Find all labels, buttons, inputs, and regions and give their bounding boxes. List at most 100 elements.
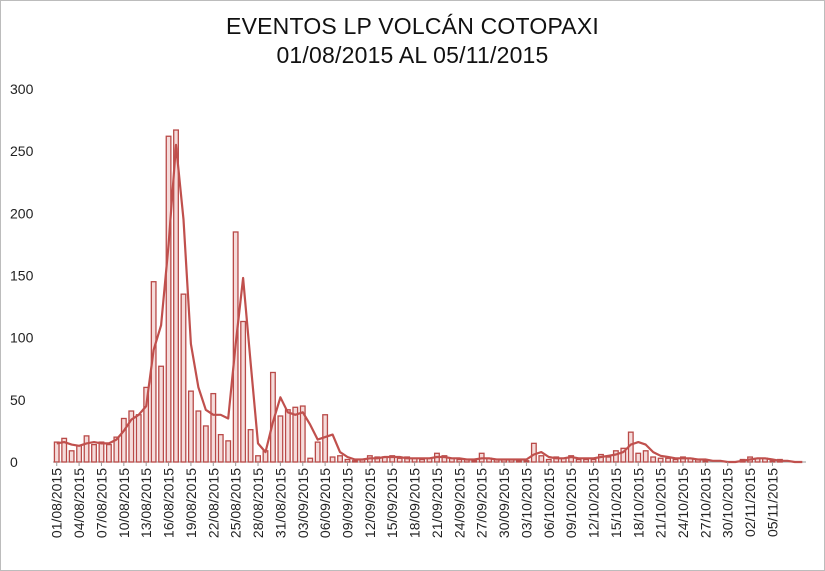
x-tick-label: 07/08/2015 [94, 468, 110, 538]
x-tick-label: 30/09/2015 [496, 468, 512, 538]
bar [105, 443, 112, 463]
x-tick-label: 15/09/2015 [384, 468, 400, 538]
bar [314, 441, 321, 463]
bar [217, 433, 224, 463]
bar [530, 442, 537, 463]
bar [441, 455, 448, 463]
x-tick-label: 28/08/2015 [250, 468, 266, 538]
bar [553, 456, 560, 463]
bar [150, 281, 157, 463]
bar [620, 447, 627, 463]
bar [456, 458, 463, 463]
bar [180, 293, 187, 463]
x-tick-label: 30/10/2015 [720, 468, 736, 538]
x-tick-label: 24/10/2015 [675, 468, 691, 538]
x-tick-label: 05/11/2015 [765, 468, 781, 537]
x-tick-label: 15/10/2015 [608, 468, 624, 538]
x-tick-label: 06/09/2015 [317, 468, 333, 538]
bar [255, 455, 261, 463]
x-tick-label: 31/08/2015 [272, 468, 288, 538]
bar [575, 458, 582, 463]
bar [83, 435, 90, 463]
y-tick-label: 0 [10, 454, 18, 470]
bar [120, 417, 127, 463]
bar [702, 460, 709, 463]
bar [605, 456, 612, 463]
chart-subtitle: 01/08/2015 AL 05/11/2015 [276, 42, 549, 68]
x-tick-label: 27/09/2015 [474, 468, 490, 538]
x-tick-label: 21/10/2015 [653, 468, 669, 538]
bar [128, 410, 135, 463]
bar [351, 460, 358, 463]
x-tick-label: 06/10/2015 [541, 468, 557, 538]
bar [53, 441, 60, 463]
bar [471, 460, 478, 463]
bar [404, 456, 411, 463]
bar [396, 457, 403, 463]
bar [195, 410, 202, 463]
x-tick-label: 19/08/2015 [183, 468, 199, 538]
bar [329, 456, 336, 463]
bar [277, 415, 284, 463]
x-tick-label: 27/10/2015 [697, 468, 713, 538]
x-tick-label: 04/08/2015 [71, 468, 87, 538]
bar [337, 455, 343, 463]
bar [61, 437, 68, 463]
bar [665, 457, 672, 463]
series-line [56, 143, 803, 464]
x-tick-label: 12/10/2015 [586, 468, 602, 538]
bar [516, 460, 522, 463]
bar [545, 458, 552, 463]
bar [672, 458, 679, 463]
bar [225, 440, 232, 463]
bar [91, 443, 97, 463]
x-tick-label: 18/10/2015 [630, 468, 646, 538]
x-tick-label: 22/08/2015 [205, 468, 221, 538]
bar [419, 458, 426, 463]
bar [642, 450, 649, 463]
bar [307, 457, 314, 463]
bar [76, 445, 83, 463]
y-tick-label: 300 [10, 81, 34, 97]
bar [247, 429, 254, 463]
bar [374, 456, 381, 463]
x-tick-label: 03/10/2015 [518, 468, 534, 538]
bar [187, 390, 194, 463]
bar [113, 436, 120, 463]
x-tick-label: 10/08/2015 [116, 468, 132, 538]
bar [583, 458, 590, 463]
bar [135, 414, 142, 463]
bar [292, 406, 299, 463]
bar [202, 425, 209, 463]
x-tick-label: 13/08/2015 [138, 468, 154, 538]
x-tick-label: 21/09/2015 [429, 468, 445, 538]
bar [344, 458, 351, 463]
x-tick-label: 09/09/2015 [340, 468, 356, 538]
bar [769, 460, 776, 463]
x-tick-label: 09/10/2015 [563, 468, 579, 538]
bar [538, 455, 545, 463]
bar [650, 456, 657, 463]
y-tick-label: 150 [10, 268, 34, 284]
y-tick-label: 200 [10, 205, 34, 221]
bar [523, 460, 530, 463]
bar [210, 392, 217, 463]
bar [635, 452, 642, 463]
bar [284, 409, 291, 463]
y-tick-label: 100 [10, 330, 34, 346]
x-tick-label: 24/09/2015 [451, 468, 467, 538]
x-tick-label: 03/09/2015 [295, 468, 311, 538]
bar [657, 457, 664, 463]
x-tick-label: 12/09/2015 [362, 468, 378, 538]
y-tick-label: 250 [10, 143, 34, 159]
x-tick-label: 01/08/2015 [49, 468, 65, 538]
x-tick-label: 02/11/2015 [742, 468, 758, 537]
bar [158, 365, 165, 463]
bar [590, 458, 597, 463]
bar [612, 450, 619, 463]
chart-title: EVENTOS LP VOLCÁN COTOPAXI [226, 13, 599, 39]
bar [165, 135, 172, 463]
x-tick-label: 25/08/2015 [228, 468, 244, 538]
